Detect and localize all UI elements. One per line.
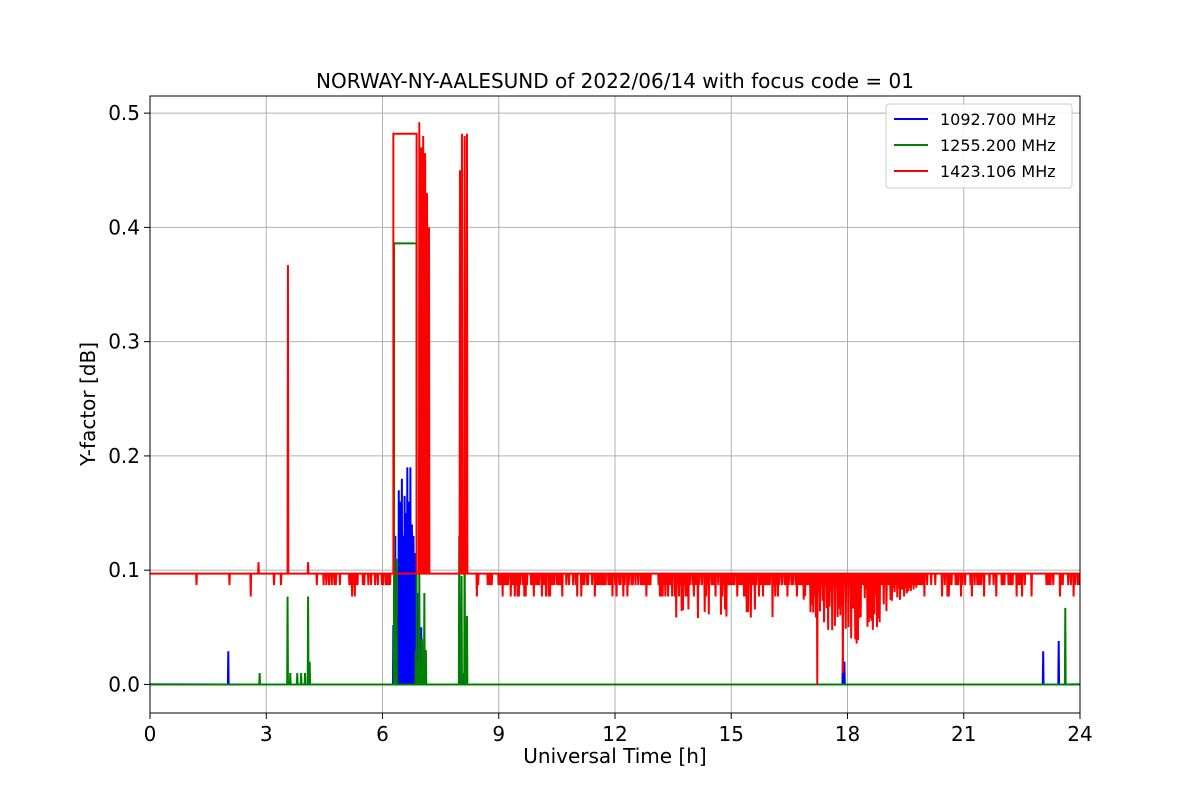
legend-label-1423: 1423.106 MHz — [940, 162, 1056, 181]
x-tick-label: 0 — [144, 722, 157, 746]
y-tick-label: 0.0 — [108, 672, 140, 696]
x-tick-label: 6 — [376, 722, 389, 746]
x-tick-label: 18 — [835, 722, 860, 746]
x-tick-label: 12 — [602, 722, 627, 746]
x-tick-label: 24 — [1067, 722, 1092, 746]
x-tick-label: 21 — [951, 722, 976, 746]
y-axis-label: Y-factor [dB] — [76, 342, 100, 467]
y-tick-label: 0.5 — [108, 101, 140, 125]
series-line — [149, 122, 1081, 685]
x-axis-ticks: 0 3 6 9 12 15 18 21 24 — [144, 713, 1093, 746]
y-tick-label: 0.2 — [108, 444, 140, 468]
legend-label-1255: 1255.200 MHz — [940, 136, 1056, 155]
series-1423 — [149, 122, 1081, 685]
y-tick-label: 0.1 — [108, 558, 140, 582]
y-tick-label: 0.3 — [108, 330, 140, 354]
y-tick-label: 0.4 — [108, 215, 140, 239]
legend: 1092.700 MHz 1255.200 MHz 1423.106 MHz — [885, 103, 1073, 189]
x-tick-label: 3 — [260, 722, 273, 746]
legend-box — [885, 103, 1073, 189]
series-layer — [149, 122, 1081, 686]
series-plateau — [392, 132, 418, 574]
x-axis-label: Universal Time [h] — [523, 744, 706, 768]
legend-label-1092: 1092.700 MHz — [940, 110, 1056, 129]
chart-title: NORWAY-NY-AALESUND of 2022/06/14 with fo… — [316, 69, 914, 93]
x-tick-label: 15 — [719, 722, 744, 746]
y-axis-ticks: 0.0 0.1 0.2 0.3 0.4 0.5 — [108, 101, 150, 696]
x-tick-label: 9 — [492, 722, 505, 746]
